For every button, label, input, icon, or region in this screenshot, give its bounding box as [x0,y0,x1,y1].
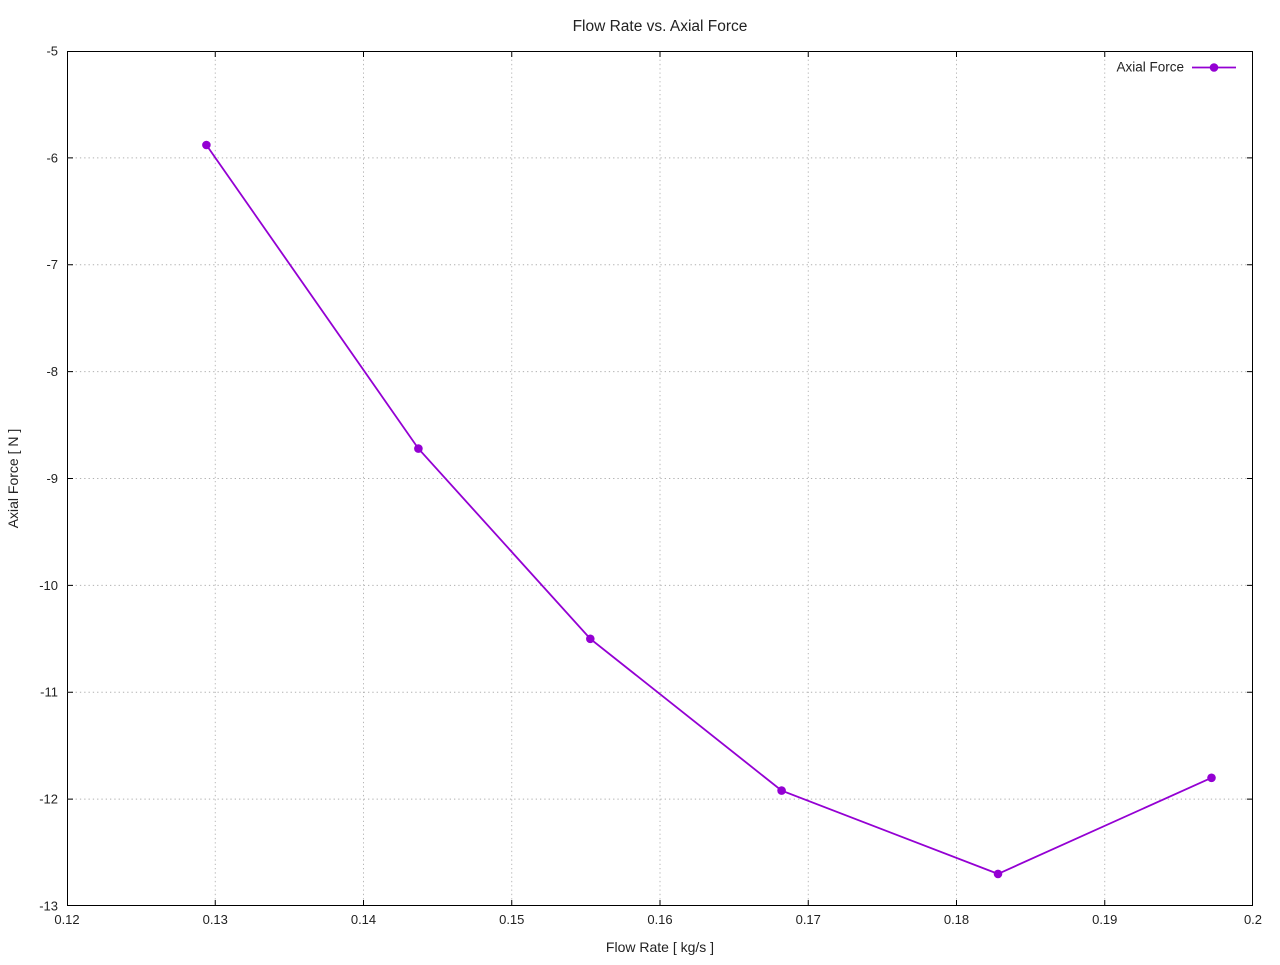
svg-text:-11: -11 [40,685,58,700]
svg-text:0.13: 0.13 [203,912,228,927]
svg-text:Axial Force: Axial Force [1116,60,1184,75]
svg-text:Flow Rate vs. Axial Force: Flow Rate vs. Axial Force [573,18,748,35]
svg-text:Flow Rate [ kg/s ]: Flow Rate [ kg/s ] [606,939,714,955]
svg-text:-5: -5 [46,44,58,59]
svg-text:0.15: 0.15 [499,912,524,927]
svg-text:0.17: 0.17 [796,912,821,927]
svg-text:0.19: 0.19 [1092,912,1117,927]
svg-text:-6: -6 [46,150,58,165]
svg-text:Axial Force [ N ]: Axial Force [ N ] [5,429,21,529]
svg-text:0.14: 0.14 [351,912,376,927]
svg-text:-13: -13 [39,899,58,914]
svg-text:-8: -8 [46,364,58,379]
svg-text:0.16: 0.16 [647,912,672,927]
svg-text:-9: -9 [46,471,58,486]
svg-text:0.2: 0.2 [1244,912,1262,927]
svg-text:0.12: 0.12 [54,912,79,927]
svg-text:0.18: 0.18 [944,912,969,927]
svg-text:-7: -7 [46,257,58,272]
svg-text:-10: -10 [39,578,58,593]
svg-text:-12: -12 [39,792,58,807]
